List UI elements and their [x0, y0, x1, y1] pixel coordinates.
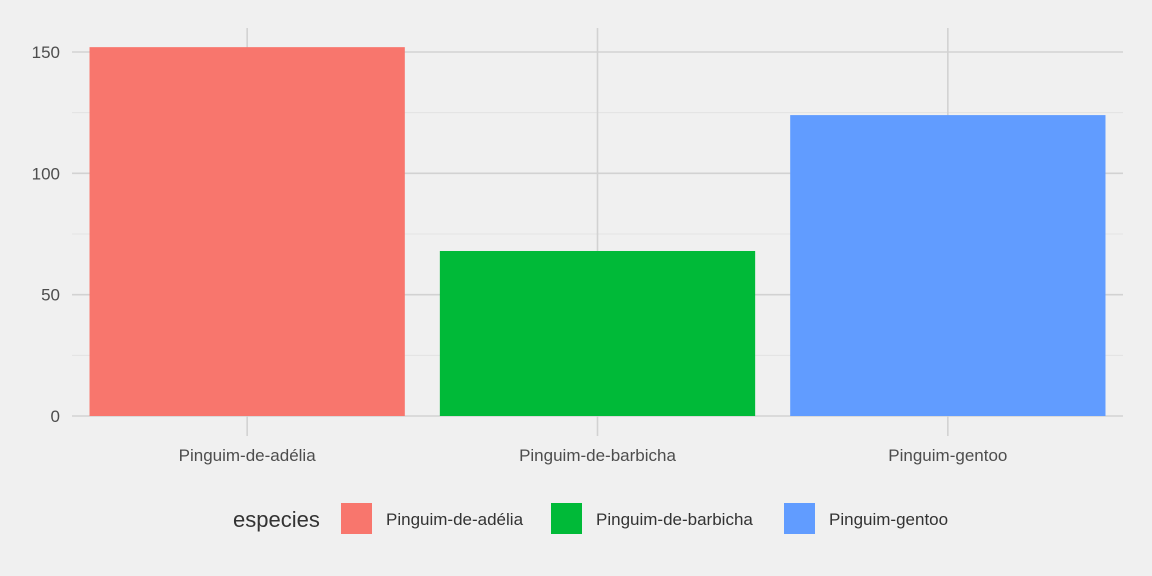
y-tick-label: 100: [32, 164, 60, 183]
bar: [89, 47, 405, 416]
legend-label: Pinguim-de-barbicha: [596, 510, 753, 529]
x-tick-label: Pinguim-de-barbicha: [519, 446, 676, 465]
legend-items: Pinguim-de-adélia Pinguim-de-barbicha Ping…: [341, 503, 948, 534]
x-tick-label: Pinguim-gentoo: [888, 446, 1007, 465]
y-tick-label: 0: [51, 407, 60, 426]
legend-entry: Pinguim-de-barbicha: [551, 503, 753, 534]
bar: [790, 115, 1106, 417]
y-tick-label: 150: [32, 43, 60, 62]
legend-label: Pinguim-gentoo: [829, 510, 948, 529]
legend-entry: Pinguim-gentoo: [784, 503, 948, 534]
x-axis: Pinguim-de-adélia Pinguim-de-barbicha Ping…: [179, 446, 1008, 465]
legend-label: Pinguim-de-adélia: [386, 510, 524, 529]
y-axis: 0 50 100 150: [32, 43, 60, 426]
legend-swatch: [784, 503, 815, 534]
bar: [439, 250, 756, 416]
legend-title: especies: [233, 507, 320, 532]
legend-swatch: [341, 503, 372, 534]
legend-swatch: [551, 503, 582, 534]
bars: [89, 47, 1106, 417]
legend: especies Pinguim-de-adélia Pinguim-de-bar…: [233, 503, 948, 534]
legend-entry: Pinguim-de-adélia: [341, 503, 524, 534]
x-tick-label: Pinguim-de-adélia: [179, 446, 317, 465]
y-tick-label: 50: [41, 286, 60, 305]
